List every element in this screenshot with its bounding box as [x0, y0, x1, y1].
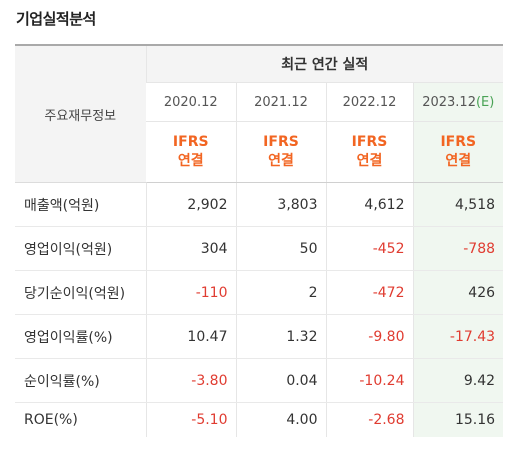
value-cell: -10.24: [325, 358, 413, 403]
value-cell: 2: [235, 270, 326, 315]
value-cell: -472: [325, 270, 413, 315]
value-cell: 10.47: [145, 314, 236, 359]
year-header: 2021.12: [235, 82, 326, 122]
value-cell: 4,518: [412, 182, 504, 227]
value-cell: -17.43: [412, 314, 504, 359]
row-label: 순이익률(%): [15, 358, 146, 403]
section-title: 기업실적분석: [16, 10, 96, 28]
value-cell: -5.10: [145, 402, 236, 437]
value-cell: 2,902: [145, 182, 236, 227]
value-cell: -9.80: [325, 314, 413, 359]
row-label: 매출액(억원): [15, 182, 146, 227]
year-header: 2020.12: [146, 82, 236, 122]
ifrs-label: IFRS 연결: [235, 121, 326, 183]
financial-summary-table: 주요재무정보 최근 연간 실적 2020.12 2021.12 2022.12 …: [15, 44, 504, 437]
table-row: 영업이익률(%) 10.47 1.32 -9.80 -17.43: [15, 314, 504, 359]
table-row: 순이익률(%) -3.80 0.04 -10.24 9.42: [15, 358, 504, 403]
value-cell: -3.80: [145, 358, 236, 403]
value-cell: 4.00: [235, 402, 326, 437]
value-cell: 50: [235, 226, 326, 271]
year-header: 2022.12: [325, 82, 413, 122]
ifrs-label: IFRS 연결: [412, 121, 504, 183]
value-cell: 426: [412, 270, 504, 315]
value-cell: 304: [145, 226, 236, 271]
value-cell: 15.16: [412, 402, 504, 437]
table-row: 영업이익(억원) 304 50 -452 -788: [15, 226, 504, 271]
table-row: 매출액(억원) 2,902 3,803 4,612 4,518: [15, 182, 504, 227]
year-header-estimate: 2023.12(E): [412, 82, 504, 122]
row-header-label: 주요재무정보: [15, 44, 146, 183]
value-cell: -110: [145, 270, 236, 315]
value-cell: -2.68: [325, 402, 413, 437]
table-row: 당기순이익(억원) -110 2 -472 426: [15, 270, 504, 315]
row-label: 영업이익(억원): [15, 226, 146, 271]
row-label: ROE(%): [15, 402, 146, 437]
value-cell: 0.04: [235, 358, 326, 403]
value-cell: 9.42: [412, 358, 504, 403]
row-label: 영업이익률(%): [15, 314, 146, 359]
value-cell: 4,612: [325, 182, 413, 227]
row-label: 당기순이익(억원): [15, 270, 146, 315]
value-cell: -452: [325, 226, 413, 271]
value-cell: 1.32: [235, 314, 326, 359]
estimate-mark: (E): [475, 94, 495, 110]
ifrs-label: IFRS 연결: [146, 121, 236, 183]
table-row: ROE(%) -5.10 4.00 -2.68 15.16: [15, 402, 504, 437]
value-cell: 3,803: [235, 182, 326, 227]
ifrs-label: IFRS 연결: [325, 121, 413, 183]
value-cell: -788: [412, 226, 504, 271]
period-group-label: 최근 연간 실적: [145, 44, 504, 83]
